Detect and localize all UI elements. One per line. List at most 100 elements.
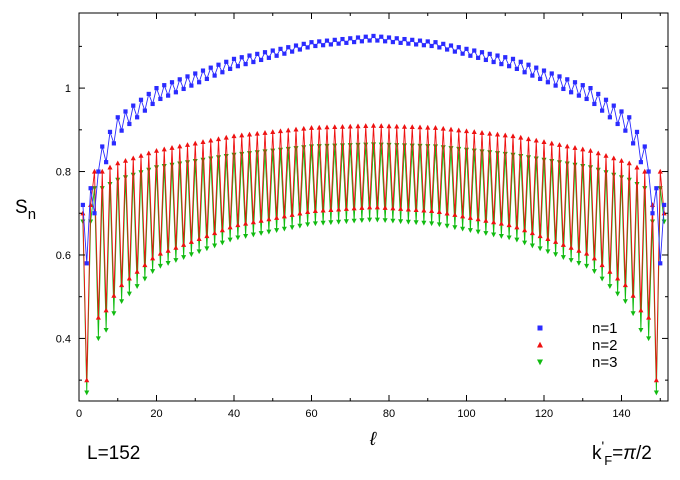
point-n=1 — [309, 40, 314, 45]
point-n=3 — [355, 142, 361, 148]
point-n=3 — [541, 157, 547, 163]
point-n=3 — [398, 219, 404, 225]
point-n=2 — [479, 130, 485, 135]
point-n=2 — [541, 139, 547, 145]
point-n=1 — [514, 66, 519, 72]
point-n=1 — [460, 51, 465, 56]
point-n=3 — [250, 232, 256, 238]
point-n=3 — [363, 142, 369, 148]
point-n=2 — [646, 314, 652, 320]
point-n=2 — [107, 164, 113, 170]
point-n=3 — [146, 167, 152, 173]
point-n=1 — [510, 56, 516, 61]
point-n=3 — [646, 336, 652, 342]
point-n=2 — [223, 134, 229, 140]
point-n=2 — [378, 123, 384, 129]
point-n=3 — [405, 219, 411, 225]
point-n=1 — [650, 211, 655, 216]
point-n=3 — [653, 390, 659, 396]
point-n=2 — [153, 147, 160, 153]
point-n=2 — [587, 147, 594, 153]
fermi-over2: /2 — [636, 443, 652, 464]
point-n=3 — [576, 261, 582, 266]
point-n=1 — [452, 49, 457, 54]
point-n=1 — [138, 97, 144, 102]
point-n=3 — [91, 186, 98, 191]
point-n=1 — [456, 45, 461, 50]
point-n=1 — [654, 186, 659, 191]
point-n=1 — [464, 46, 469, 51]
point-n=2 — [386, 123, 392, 129]
point-n=1 — [417, 38, 423, 43]
point-n=2 — [618, 157, 625, 163]
point-n=1 — [200, 68, 206, 73]
point-n=1 — [328, 42, 333, 47]
point-n=2 — [231, 133, 237, 139]
point-n=3 — [320, 220, 326, 226]
point-n=2 — [208, 137, 214, 143]
plot-frame — [78, 12, 669, 402]
point-n=1 — [247, 53, 252, 58]
point-n=1 — [115, 115, 120, 120]
point-n=2 — [502, 132, 508, 138]
point-n=3 — [498, 234, 504, 239]
point-n=3 — [417, 143, 423, 149]
point-n=2 — [192, 140, 198, 146]
point-n=3 — [157, 263, 163, 269]
point-n=3 — [277, 147, 284, 153]
point-n=3 — [84, 390, 90, 396]
point-n=2 — [258, 217, 264, 223]
x-tick-label: 60 — [305, 408, 317, 420]
point-n=2 — [510, 133, 516, 139]
point-n=1 — [545, 80, 550, 85]
point-n=1 — [383, 39, 388, 44]
point-n=1 — [127, 121, 132, 127]
legend-marker-n=1 — [537, 325, 543, 331]
point-n=2 — [270, 129, 276, 135]
point-n=3 — [460, 226, 466, 232]
point-n=2 — [165, 247, 171, 253]
point-n=3 — [297, 223, 303, 229]
point-n=3 — [359, 218, 365, 224]
point-n=1 — [317, 39, 322, 44]
x-tick-label: 100 — [457, 408, 475, 420]
point-n=3 — [432, 144, 439, 150]
point-n=2 — [122, 157, 129, 163]
point-n=2 — [359, 205, 365, 210]
point-n=1 — [491, 59, 496, 65]
point-n=2 — [626, 160, 632, 166]
point-n=1 — [282, 51, 287, 56]
point-n=3 — [491, 232, 497, 238]
point-n=3 — [239, 151, 245, 157]
x-tick-label: 120 — [535, 408, 553, 420]
point-n=2 — [250, 219, 256, 225]
point-n=1 — [259, 57, 264, 63]
point-n=1 — [88, 186, 93, 191]
point-n=2 — [413, 207, 419, 212]
point-n=2 — [370, 122, 377, 128]
point-n=2 — [518, 134, 524, 140]
point-n=3 — [312, 221, 318, 227]
point-n=3 — [266, 229, 272, 235]
point-n=2 — [289, 212, 295, 217]
point-n=3 — [165, 261, 171, 266]
point-n=2 — [494, 131, 501, 137]
legend: n=1n=2n=3 — [537, 320, 617, 371]
point-n=3 — [522, 240, 528, 246]
point-n=3 — [339, 143, 346, 149]
point-n=2 — [425, 124, 431, 130]
point-n=3 — [200, 157, 206, 163]
series-n=1 — [80, 33, 667, 266]
point-n=3 — [243, 234, 249, 239]
point-n=3 — [661, 219, 667, 225]
legend-label-n=3: n=3 — [592, 354, 617, 371]
point-n=1 — [363, 34, 368, 39]
point-n=2 — [661, 210, 667, 216]
point-n=3 — [281, 226, 287, 232]
point-n=1 — [181, 86, 186, 92]
point-n=2 — [506, 222, 512, 228]
point-n=3 — [622, 299, 628, 305]
point-n=3 — [374, 217, 380, 223]
point-n=3 — [367, 217, 373, 223]
point-n=3 — [409, 143, 415, 149]
